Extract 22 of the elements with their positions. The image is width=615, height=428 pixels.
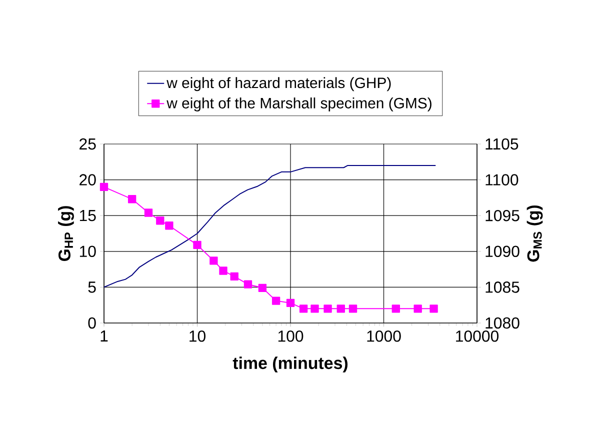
y-tick-label: 20 <box>80 174 96 186</box>
x-tick-label: 1000 <box>367 330 401 342</box>
x-tick-label: 10 <box>190 330 206 342</box>
y-tick-label: 25 <box>80 138 96 150</box>
y-tick-label: 0 <box>88 317 96 329</box>
legend-label: w eight of hazard materials (GHP) <box>166 77 391 92</box>
x-tick-label: 10000 <box>456 330 499 342</box>
x-tick-label: 100 <box>278 330 304 342</box>
x-axis-title: time (minutes) <box>232 356 348 372</box>
y-tick-label: 15 <box>80 210 96 222</box>
legend-label: w eight of the Marshall specimen (GMS) <box>166 97 432 112</box>
y-tick-label: 5 <box>88 282 96 293</box>
y2-tick-label: 1080 <box>486 317 520 329</box>
y-tick-label: 10 <box>80 246 96 258</box>
y2-tick-label: 1105 <box>486 138 518 150</box>
y2-tick-label: 1090 <box>486 246 520 258</box>
x-tick-label: 1 <box>100 330 108 342</box>
y2-axis-title: G$_{MS}$ (g) <box>526 205 543 262</box>
y-axis-title: G$_{HP}$ (g) <box>58 206 74 262</box>
y2-tick-label: 1085 <box>486 282 520 293</box>
y2-tick-label: 1100 <box>486 174 518 186</box>
y2-tick-label: 1095 <box>486 210 520 222</box>
